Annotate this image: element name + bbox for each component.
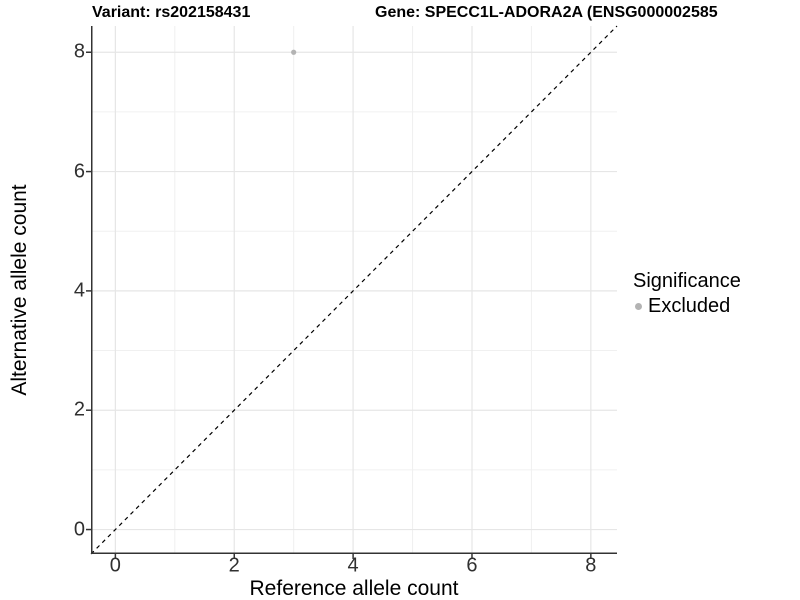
x-axis-title: Reference allele count <box>249 577 459 600</box>
y-tick-label: 4 <box>73 279 85 302</box>
chart-svg <box>86 25 618 559</box>
y-tick-label: 8 <box>73 40 85 63</box>
plot-panel <box>86 25 618 559</box>
y-tick-label: 0 <box>73 518 85 541</box>
identity-line <box>90 25 618 555</box>
x-tick-label: 2 <box>228 554 240 577</box>
legend-title: Significance <box>633 270 741 292</box>
x-tick-label: 8 <box>585 554 597 577</box>
x-tick-label: 0 <box>109 554 121 577</box>
legend-entries: Excluded <box>633 295 741 318</box>
plot-title-gene: Gene: SPECC1L-ADORA2A (ENSG000002585 <box>375 4 718 21</box>
legend-entry-label: Excluded <box>648 295 731 317</box>
y-axis-title: Alternative allele count <box>8 184 31 396</box>
y-tick-label: 2 <box>73 398 85 421</box>
plot-title-variant: Variant: rs202158431 <box>92 4 251 21</box>
data-point <box>291 49 297 55</box>
legend-entry: Excluded <box>633 295 741 318</box>
x-tick-label: 4 <box>347 554 359 577</box>
x-tick-label: 6 <box>466 554 478 577</box>
y-tick-label: 6 <box>73 160 85 183</box>
legend: Significance Excluded <box>633 270 741 318</box>
legend-key-dot <box>635 303 642 310</box>
